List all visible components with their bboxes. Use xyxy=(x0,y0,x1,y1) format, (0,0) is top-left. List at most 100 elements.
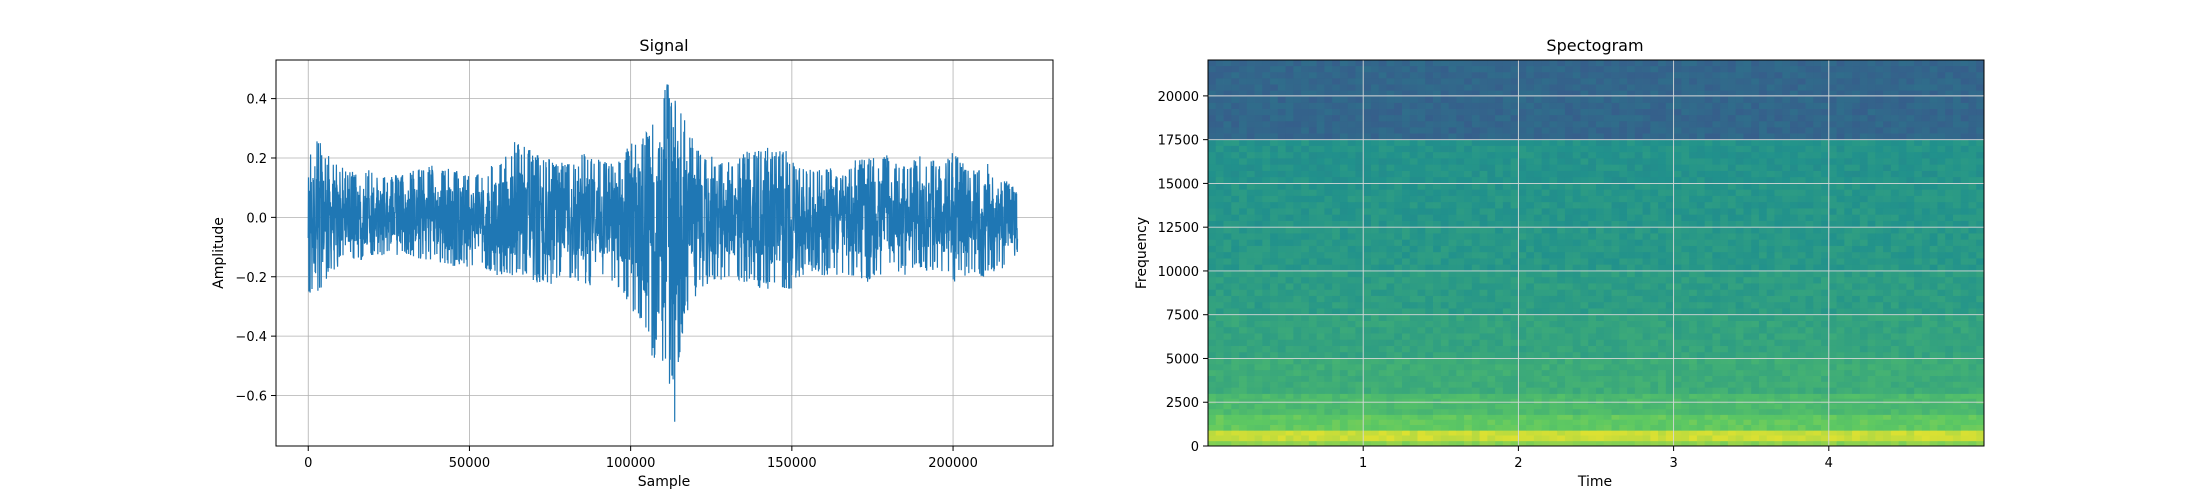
spectrogram-cell xyxy=(1976,270,1985,278)
spectrogram-cell xyxy=(1821,375,1830,383)
spectrogram-cell xyxy=(1720,435,1729,442)
spectrogram-cell xyxy=(1433,393,1442,400)
signal-chart: Signal 0 50000 100000 150000 200000 0.40.20.… xyxy=(211,36,1054,490)
spectrogram-cell xyxy=(1921,320,1931,328)
spectrogram-cell xyxy=(1502,370,1512,377)
spectrogram-cell xyxy=(1821,220,1830,228)
spectrogram-cell xyxy=(1262,245,1271,253)
spectrogram-cell xyxy=(1557,435,1566,442)
spectrogram-cell xyxy=(1208,270,1217,278)
spectrogram-cell xyxy=(1790,152,1799,159)
spectrogram-cell xyxy=(1852,333,1861,341)
spectrogram-cell xyxy=(1828,414,1837,421)
spectrogram-cell xyxy=(1828,214,1837,222)
spectrogram-cell xyxy=(1277,202,1286,209)
spectrogram-cell xyxy=(1425,302,1434,309)
spectrogram-cell xyxy=(1254,152,1263,159)
spectrogram-cell xyxy=(1766,314,1775,322)
spectrogram-cell xyxy=(1308,227,1318,234)
spectrogram-cell xyxy=(1487,220,1496,228)
spectrogram-cell xyxy=(1852,289,1861,297)
spectrogram-cell xyxy=(1433,227,1442,234)
spectrogram-cell xyxy=(1580,403,1589,410)
spectrogram-cell xyxy=(1712,195,1721,203)
spectrogram-cell xyxy=(1960,289,1969,297)
spectrogram-cell xyxy=(1409,314,1418,322)
spectrogram-cell xyxy=(1285,358,1294,365)
spectrogram-cell xyxy=(1890,164,1900,172)
spectrogram-cell xyxy=(1875,424,1884,431)
spectrogram-cell xyxy=(1308,283,1318,291)
spectrogram-cell xyxy=(1906,239,1915,247)
spectrogram-cell xyxy=(1580,339,1589,347)
spectrogram-cell xyxy=(1588,381,1597,389)
spectrogram-cell xyxy=(1658,435,1667,442)
spectrogram-cell xyxy=(1712,239,1721,247)
spectrogram-cell xyxy=(1611,239,1620,247)
spectrogram-cell xyxy=(1704,314,1713,322)
spectrogram-cell xyxy=(1215,158,1224,166)
spectrogram-cell xyxy=(1208,277,1217,284)
spectrogram-cell xyxy=(1355,364,1364,371)
spectrogram-cell xyxy=(1301,164,1310,172)
spectrogram-cell xyxy=(1518,358,1527,365)
spectrogram-cell xyxy=(1968,398,1977,405)
spectrogram-cell xyxy=(1821,414,1830,421)
spectrogram-cell xyxy=(1828,264,1837,272)
spectrogram-cell xyxy=(1479,208,1488,216)
spectrogram-cell xyxy=(1952,364,1962,371)
spectrogram-cell xyxy=(1689,239,1698,247)
spectrogram-cell xyxy=(1914,252,1923,259)
spectrogram-cell xyxy=(1751,139,1760,147)
spectrogram-cell xyxy=(1208,358,1217,365)
spectrogram-cell xyxy=(1968,252,1977,259)
spectrogram-cell xyxy=(1743,270,1752,278)
spectrogram-cell xyxy=(1859,233,1868,241)
spectrogram-cell xyxy=(1402,381,1411,389)
spectrogram-cell xyxy=(1231,327,1240,334)
spectrogram-cell xyxy=(1433,139,1442,147)
spectrogram-cell xyxy=(1246,393,1255,400)
spectrogram-cell xyxy=(1394,308,1403,316)
spectrogram-cell xyxy=(1890,387,1900,394)
spectrogram-cell xyxy=(1440,327,1449,334)
spectrogram-cell xyxy=(1394,220,1403,228)
spectrogram-cell xyxy=(1549,320,1558,328)
spectrogram-cell xyxy=(1402,164,1411,172)
spectrogram-cell xyxy=(1960,214,1969,222)
spectrogram-cell xyxy=(1239,314,1248,322)
spectrogram-cell xyxy=(1743,158,1752,166)
spectrogram-cell xyxy=(1813,183,1822,191)
spectrogram-cell xyxy=(1402,270,1411,278)
spectrogram-cell xyxy=(1526,220,1535,228)
spectrogram-cell xyxy=(1487,239,1496,247)
spectrogram-cell xyxy=(1634,139,1643,147)
spectrogram-cell xyxy=(1564,264,1574,272)
spectrogram-cell xyxy=(1355,270,1364,278)
spectrogram-cell xyxy=(1370,440,1380,447)
spectrogram-cell xyxy=(1634,440,1643,447)
spectrogram-cell xyxy=(1937,152,1946,159)
spectrogram-cell xyxy=(1456,308,1465,316)
spectrogram-cell xyxy=(1945,327,1954,334)
spectrogram-cell xyxy=(1370,414,1380,421)
spectrogram-cell xyxy=(1658,370,1667,377)
spectrogram-cell xyxy=(1952,430,1962,436)
spectrogram-cell xyxy=(1898,358,1907,365)
spectrogram-cell xyxy=(1254,283,1263,291)
spectrogram-cell xyxy=(1766,183,1775,191)
spectrogram-cell xyxy=(1611,333,1620,341)
spectrogram-cell xyxy=(1805,152,1814,159)
spectrogram-cell xyxy=(1440,189,1449,197)
spectrogram-cell xyxy=(1502,430,1512,436)
spectrogram-cell xyxy=(1549,364,1558,371)
spectrogram-cell xyxy=(1890,220,1900,228)
spectrogram-cell xyxy=(1720,227,1729,234)
spectrogram-cell xyxy=(1696,283,1706,291)
spectrogram-cell xyxy=(1689,145,1698,153)
spectrogram-cell xyxy=(1215,139,1224,147)
spectrogram-cell xyxy=(1588,339,1597,347)
spectrogram-cell xyxy=(1456,189,1465,197)
spectrogram-cell xyxy=(1223,435,1232,442)
spectrogram-cell xyxy=(1363,258,1372,266)
